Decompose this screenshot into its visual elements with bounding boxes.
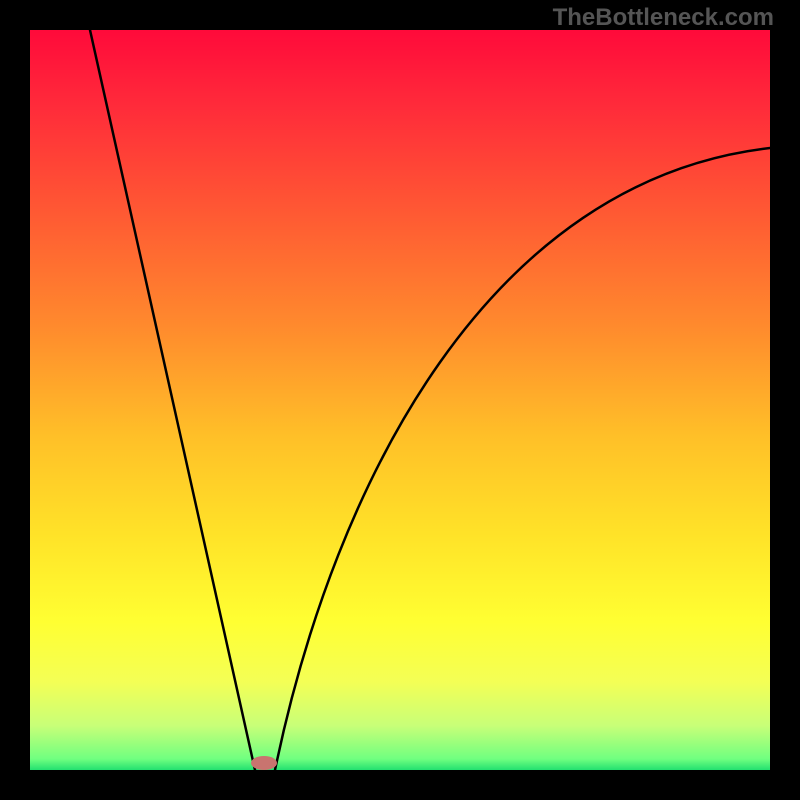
bottleneck-curve (30, 30, 770, 770)
plot-area (30, 30, 770, 770)
watermark-text: TheBottleneck.com (553, 4, 774, 32)
curve-path (90, 30, 770, 770)
optimal-point-marker (251, 756, 277, 770)
chart-frame (0, 0, 800, 800)
